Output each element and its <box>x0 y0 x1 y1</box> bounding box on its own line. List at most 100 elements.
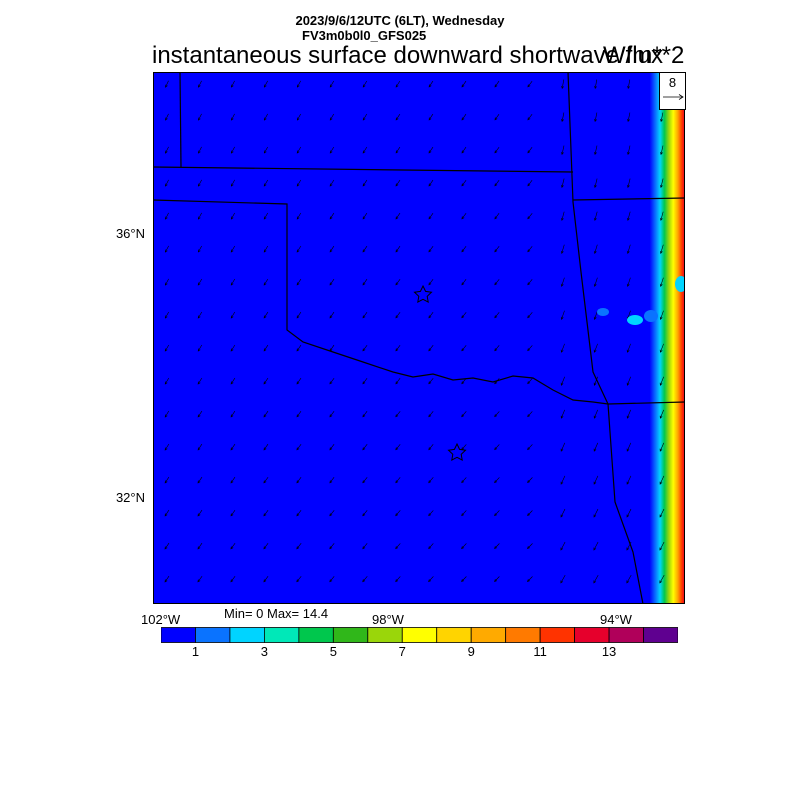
wind-vector <box>461 213 467 219</box>
wind-vector <box>660 178 664 188</box>
wind-vector <box>594 376 598 386</box>
wind-vector-head <box>659 415 663 419</box>
colorbar-label: 9 <box>467 644 475 659</box>
wind-vector <box>329 311 335 319</box>
wind-vector-head <box>296 480 300 484</box>
wind-vector <box>660 145 664 155</box>
map-frame <box>153 72 685 604</box>
wind-vector-head <box>198 84 201 88</box>
wind-vector <box>527 576 533 582</box>
wind-vector <box>494 279 500 285</box>
wind-vector <box>494 312 500 318</box>
wind-vector-head <box>494 150 498 154</box>
wind-vector-head <box>626 415 630 419</box>
wind-vector <box>594 145 598 155</box>
wind-vector-head <box>395 315 399 319</box>
wind-vector-head <box>164 282 168 286</box>
wind-vector-head <box>231 117 234 121</box>
wind-vector-head <box>395 546 399 550</box>
wind-vector <box>264 80 268 88</box>
wind-vector-head <box>197 216 201 220</box>
wind-vector-head <box>660 184 663 189</box>
wind-vector <box>527 180 533 186</box>
shortwave-gradient-band <box>538 72 685 604</box>
wind-vector-head <box>659 316 663 320</box>
wind-vector-head <box>296 84 300 88</box>
wind-vector <box>395 212 401 220</box>
colorbar-swatch <box>470 627 507 643</box>
wind-vector-head <box>165 150 168 154</box>
wind-vector <box>165 278 169 286</box>
wind-vector <box>660 244 664 254</box>
wind-vector-head <box>561 184 564 189</box>
wind-vector-head <box>230 348 234 352</box>
wind-vector <box>198 80 202 88</box>
wind-vector <box>593 475 599 485</box>
wind-vector <box>395 477 401 483</box>
wind-vector <box>627 112 631 122</box>
wind-vector <box>627 277 631 287</box>
wind-vector <box>561 310 565 320</box>
lon-label-98w: 98°W <box>372 612 404 627</box>
wind-vector-head <box>428 150 432 154</box>
wind-vector-head <box>494 546 497 549</box>
wind-vector-head <box>593 580 597 584</box>
wind-vector <box>494 213 500 219</box>
wind-vector <box>263 212 269 220</box>
lon-label-94w: 94°W <box>600 612 632 627</box>
wind-vector-head <box>263 579 267 583</box>
wind-vector-head <box>461 183 465 187</box>
wind-vector <box>494 411 500 417</box>
wind-vector-head <box>329 546 333 550</box>
wind-vector <box>627 211 631 221</box>
wind-vector <box>561 244 565 254</box>
wind-vector-head <box>428 249 432 253</box>
wind-vector <box>362 146 368 154</box>
wind-vector <box>461 576 467 582</box>
wind-vector-head <box>263 381 267 385</box>
wind-vector-head <box>362 282 366 286</box>
wind-vector-head <box>329 414 333 418</box>
wind-vector <box>594 178 598 188</box>
wind-vector <box>197 311 203 319</box>
wind-vector-head <box>230 183 234 187</box>
wind-vector-head <box>461 579 465 582</box>
wind-vector <box>428 246 434 252</box>
wind-vector-head <box>461 216 465 220</box>
wind-vector <box>296 543 302 549</box>
wind-vector-head <box>428 183 432 187</box>
wind-vector <box>164 476 170 484</box>
wind-vector-head <box>494 315 498 319</box>
wind-vector-head <box>461 513 465 517</box>
wind-vector <box>428 444 434 450</box>
wind-vector-head <box>659 547 663 551</box>
wind-vector-head <box>362 150 366 154</box>
wind-vector <box>395 146 401 154</box>
wind-vector <box>428 213 434 219</box>
wind-vector-head <box>659 349 663 353</box>
wind-vector-head <box>560 316 564 320</box>
wind-vector-head <box>263 315 267 319</box>
wind-vector-head <box>263 447 267 451</box>
wind-vector <box>594 112 598 122</box>
wind-vector <box>395 576 401 582</box>
wind-vector-head <box>461 348 465 352</box>
wind-vector <box>461 279 467 285</box>
wind-vector <box>494 477 500 483</box>
wind-vector-head <box>594 184 597 189</box>
wind-vector <box>560 574 566 584</box>
wind-vectors <box>164 79 665 584</box>
wind-vector-head <box>197 513 201 517</box>
wind-vector-head <box>329 150 333 154</box>
wind-vector <box>263 344 269 352</box>
wind-vector-head <box>626 349 630 353</box>
wind-vector <box>329 444 335 450</box>
wind-vector-head <box>197 315 201 319</box>
wind-vector <box>197 476 203 484</box>
wind-vector <box>494 510 500 516</box>
wind-vector <box>164 344 170 352</box>
wind-vector <box>461 510 467 516</box>
wind-vector <box>461 246 467 252</box>
wind-vector <box>494 147 500 153</box>
wind-vector <box>428 146 434 154</box>
